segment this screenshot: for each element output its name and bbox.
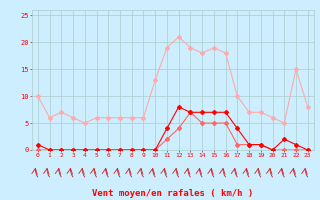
Text: Vent moyen/en rafales ( km/h ): Vent moyen/en rafales ( km/h ) <box>92 189 253 198</box>
